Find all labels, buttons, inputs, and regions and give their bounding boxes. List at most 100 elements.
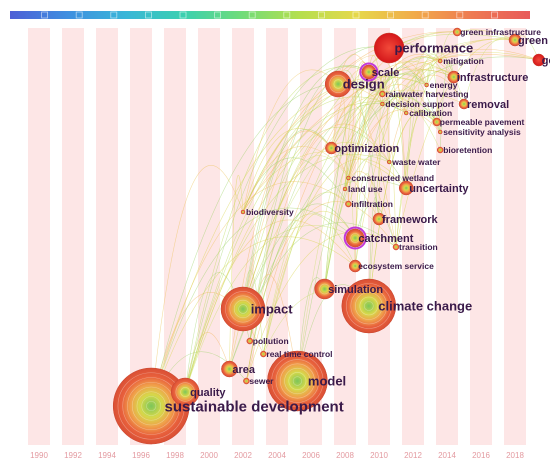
keyword-label: green infrastructure	[460, 27, 541, 37]
keyword-node-circle	[432, 117, 442, 127]
citation-link	[388, 74, 465, 163]
citation-link	[297, 57, 441, 382]
keyword-node-ring	[271, 354, 324, 408]
keyword-node[interactable]	[359, 62, 379, 82]
scale-tick	[75, 11, 83, 19]
keyword-label: waste water	[391, 157, 441, 167]
citation-link	[344, 94, 438, 190]
citation-link	[249, 46, 390, 342]
keyword-node-circle	[380, 101, 385, 107]
citation-link	[246, 31, 458, 382]
keyword-node[interactable]	[112, 367, 190, 445]
keyword-label: removal	[467, 99, 509, 111]
keyword-label: bioretention	[443, 145, 492, 155]
keyword-node[interactable]	[260, 350, 267, 358]
citation-link	[184, 225, 356, 393]
keyword-node[interactable]	[325, 141, 338, 155]
keyword-node-circle	[314, 278, 335, 300]
keyword-node[interactable]	[532, 53, 546, 67]
keyword-node-ring	[350, 287, 388, 325]
keyword-node[interactable]	[343, 226, 367, 250]
keyword-node-ring	[122, 377, 180, 435]
scale-tick	[456, 11, 464, 19]
keyword-node[interactable]	[267, 350, 328, 412]
year-label: 2008	[336, 451, 354, 460]
keyword-node[interactable]	[314, 278, 335, 300]
citation-link	[184, 101, 437, 393]
keyword-node[interactable]	[424, 82, 429, 88]
keyword-node-ring	[354, 292, 383, 320]
scale-tick	[283, 11, 291, 19]
keyword-node-circle	[267, 350, 328, 412]
keyword-node[interactable]	[341, 278, 397, 334]
keyword-node[interactable]	[432, 117, 442, 127]
keyword-node[interactable]	[170, 377, 200, 407]
keyword-node-circle	[437, 129, 443, 135]
keyword-node[interactable]	[243, 377, 250, 385]
keyword-node[interactable]	[373, 32, 405, 64]
keyword-node[interactable]	[508, 33, 522, 47]
keyword-node-ring	[329, 75, 348, 93]
year-band	[28, 28, 50, 445]
keyword-node[interactable]	[220, 286, 266, 332]
keyword-label: transition	[399, 242, 438, 252]
keyword-node[interactable]	[398, 180, 414, 196]
keyword-node[interactable]	[458, 98, 470, 110]
keyword-node[interactable]	[348, 259, 362, 273]
citation-link	[368, 94, 407, 307]
keyword-label: land use	[348, 184, 383, 194]
keyword-nodes	[112, 27, 546, 445]
keyword-node-circle	[345, 228, 365, 248]
keyword-node-circle	[386, 159, 392, 165]
keyword-node[interactable]	[437, 58, 443, 64]
keyword-node-circle	[447, 70, 461, 84]
keyword-node[interactable]	[379, 90, 386, 98]
keyword-node-ring	[141, 396, 161, 416]
keyword-node-ring	[127, 381, 176, 431]
citation-link	[150, 165, 244, 407]
year-band	[368, 28, 390, 445]
keyword-label: design	[343, 77, 385, 92]
keyword-node[interactable]	[437, 129, 443, 135]
keyword-node[interactable]	[386, 159, 392, 165]
keyword-node[interactable]	[240, 209, 246, 215]
citation-link	[382, 66, 441, 133]
citation-link	[382, 56, 455, 105]
keyword-label: permeable pavement	[440, 117, 525, 127]
keyword-node[interactable]	[436, 146, 444, 154]
keyword-label: infrastructure	[457, 72, 529, 84]
keyword-node[interactable]	[447, 70, 461, 84]
keyword-node[interactable]	[380, 101, 385, 107]
keyword-label: green roof	[518, 35, 550, 47]
keyword-node[interactable]	[452, 27, 462, 37]
keyword-node-circle	[325, 141, 338, 155]
keyword-label: ecosystem service	[358, 261, 434, 271]
year-band	[198, 28, 220, 445]
citation-link	[388, 145, 397, 248]
keyword-node[interactable]	[342, 186, 348, 192]
citation-link	[463, 37, 516, 105]
keyword-node-ring	[363, 301, 374, 311]
keyword-label: pollution	[253, 336, 289, 346]
keyword-labels: sustainable development model quality sewer…	[165, 27, 550, 415]
year-label: 2010	[370, 451, 388, 460]
keyword-label: sensitivity analysis	[443, 127, 521, 137]
keyword-node[interactable]	[346, 175, 351, 181]
keyword-node-circle	[361, 64, 377, 80]
keyword-node-ring	[136, 391, 166, 421]
citation-link	[348, 53, 441, 179]
scale-tick	[421, 11, 429, 19]
keyword-node[interactable]	[392, 243, 400, 251]
keyword-node[interactable]	[372, 212, 386, 226]
keyword-node[interactable]	[403, 110, 409, 116]
keyword-node[interactable]	[345, 200, 352, 208]
keyword-node[interactable]	[221, 360, 238, 378]
scale-tick	[41, 11, 48, 19]
citation-link	[242, 126, 390, 310]
citation-link	[368, 110, 438, 307]
citation-link	[242, 69, 339, 213]
citation-link	[242, 86, 383, 310]
citation-link	[184, 76, 427, 393]
keyword-node[interactable]	[324, 70, 352, 98]
keyword-node[interactable]	[246, 337, 254, 345]
